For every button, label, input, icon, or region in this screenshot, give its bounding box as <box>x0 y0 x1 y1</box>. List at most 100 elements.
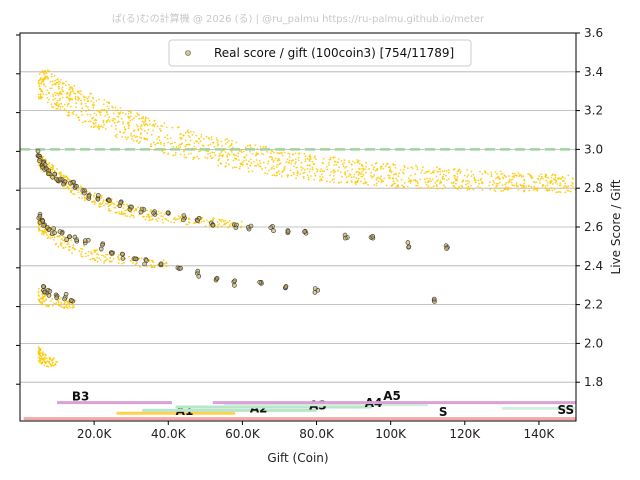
estimated-point <box>185 156 188 159</box>
estimated-point <box>148 215 151 218</box>
estimated-point <box>214 154 217 157</box>
estimated-point <box>46 69 49 72</box>
estimated-point <box>226 141 229 144</box>
estimated-point <box>98 128 100 131</box>
estimated-point <box>45 357 48 360</box>
estimated-point <box>91 200 93 203</box>
estimated-point <box>38 227 40 230</box>
estimated-point <box>140 129 143 131</box>
x-tick-label: 20.0K <box>77 427 113 441</box>
estimated-point <box>550 176 553 179</box>
estimated-point <box>292 171 295 174</box>
estimated-point <box>47 163 49 166</box>
estimated-point <box>77 99 79 101</box>
real-point <box>67 234 72 239</box>
estimated-point <box>133 134 136 137</box>
estimated-point <box>193 222 195 225</box>
estimated-point <box>523 189 526 192</box>
estimated-point <box>341 176 343 178</box>
estimated-point <box>160 215 163 217</box>
estimated-point <box>496 176 499 179</box>
estimated-point <box>177 144 180 147</box>
estimated-point <box>504 175 506 177</box>
estimated-point <box>256 147 259 150</box>
estimated-point <box>553 188 556 191</box>
estimated-point <box>80 93 83 96</box>
estimated-point <box>432 185 435 188</box>
estimated-point <box>360 164 363 167</box>
real-point <box>100 242 105 248</box>
estimated-point <box>121 135 123 138</box>
estimated-point <box>507 181 510 184</box>
estimated-point <box>174 141 176 144</box>
estimated-point <box>207 137 210 139</box>
estimated-point <box>98 205 101 208</box>
estimated-point <box>88 109 90 111</box>
estimated-point <box>63 174 65 177</box>
estimated-point <box>298 152 301 155</box>
estimated-point <box>39 225 42 228</box>
estimated-point <box>445 179 448 182</box>
estimated-point <box>245 154 248 156</box>
estimated-point <box>92 196 95 198</box>
estimated-point <box>129 119 132 122</box>
estimated-point <box>130 111 133 114</box>
estimated-point <box>151 259 153 262</box>
estimated-point <box>48 161 51 164</box>
estimated-point <box>93 112 96 115</box>
estimated-point <box>96 256 99 259</box>
estimated-point <box>472 173 475 176</box>
estimated-point <box>249 165 252 167</box>
estimated-point <box>350 180 353 182</box>
estimated-point <box>166 137 169 140</box>
estimated-point <box>330 171 332 174</box>
estimated-point <box>65 300 68 303</box>
estimated-point <box>329 181 332 183</box>
estimated-point <box>541 185 544 188</box>
estimated-point <box>333 178 335 180</box>
estimated-point <box>65 306 67 308</box>
estimated-point <box>557 177 560 180</box>
estimated-point <box>126 215 129 218</box>
estimated-point <box>167 152 170 155</box>
estimated-point <box>121 262 123 265</box>
estimated-point <box>144 119 147 122</box>
estimated-point <box>51 171 53 173</box>
estimated-point <box>78 92 81 95</box>
estimated-point <box>493 182 496 184</box>
estimated-point <box>361 167 363 170</box>
estimated-point <box>46 89 49 92</box>
estimated-point <box>455 182 457 185</box>
estimated-point <box>408 179 411 181</box>
real-point <box>195 268 201 274</box>
real-point <box>120 251 125 257</box>
estimated-point <box>96 109 98 112</box>
estimated-point <box>402 172 405 175</box>
estimated-point <box>81 197 83 200</box>
estimated-point <box>160 143 162 145</box>
estimated-point <box>513 172 516 175</box>
estimated-point <box>89 113 92 116</box>
estimated-point <box>85 255 87 258</box>
estimated-point <box>213 145 216 148</box>
estimated-point <box>106 253 109 256</box>
estimated-point <box>86 97 89 100</box>
estimated-point <box>42 93 45 95</box>
estimated-point <box>264 166 267 169</box>
estimated-point <box>246 163 248 166</box>
estimated-point <box>410 179 413 182</box>
estimated-point <box>395 177 398 180</box>
estimated-point <box>187 129 189 132</box>
estimated-point <box>135 140 138 143</box>
estimated-point <box>567 185 570 188</box>
estimated-point <box>358 162 361 165</box>
estimated-point <box>301 167 304 170</box>
estimated-point <box>478 182 480 185</box>
real-point <box>232 283 237 288</box>
estimated-point <box>255 159 258 161</box>
estimated-point <box>163 142 166 145</box>
estimated-point <box>52 239 55 241</box>
estimated-point <box>245 159 248 162</box>
estimated-point <box>42 295 44 297</box>
estimated-point <box>60 296 62 299</box>
